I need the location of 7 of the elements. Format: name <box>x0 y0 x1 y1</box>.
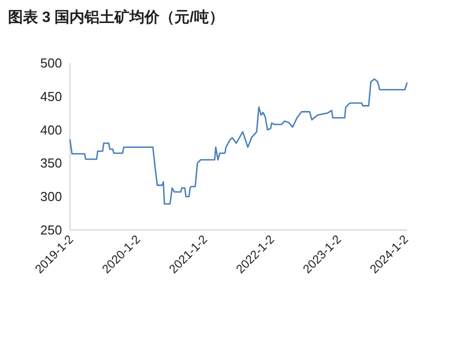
y-tick-label: 250 <box>40 222 62 238</box>
y-tick-label: 350 <box>40 156 62 171</box>
y-tick-label: 400 <box>40 122 62 138</box>
y-tick-label: 450 <box>40 88 62 104</box>
title: 图表 3 国内铝土矿均价（元/吨） <box>8 9 224 26</box>
y-tick-label: 500 <box>40 56 62 70</box>
y-tick-label: 300 <box>40 189 62 204</box>
